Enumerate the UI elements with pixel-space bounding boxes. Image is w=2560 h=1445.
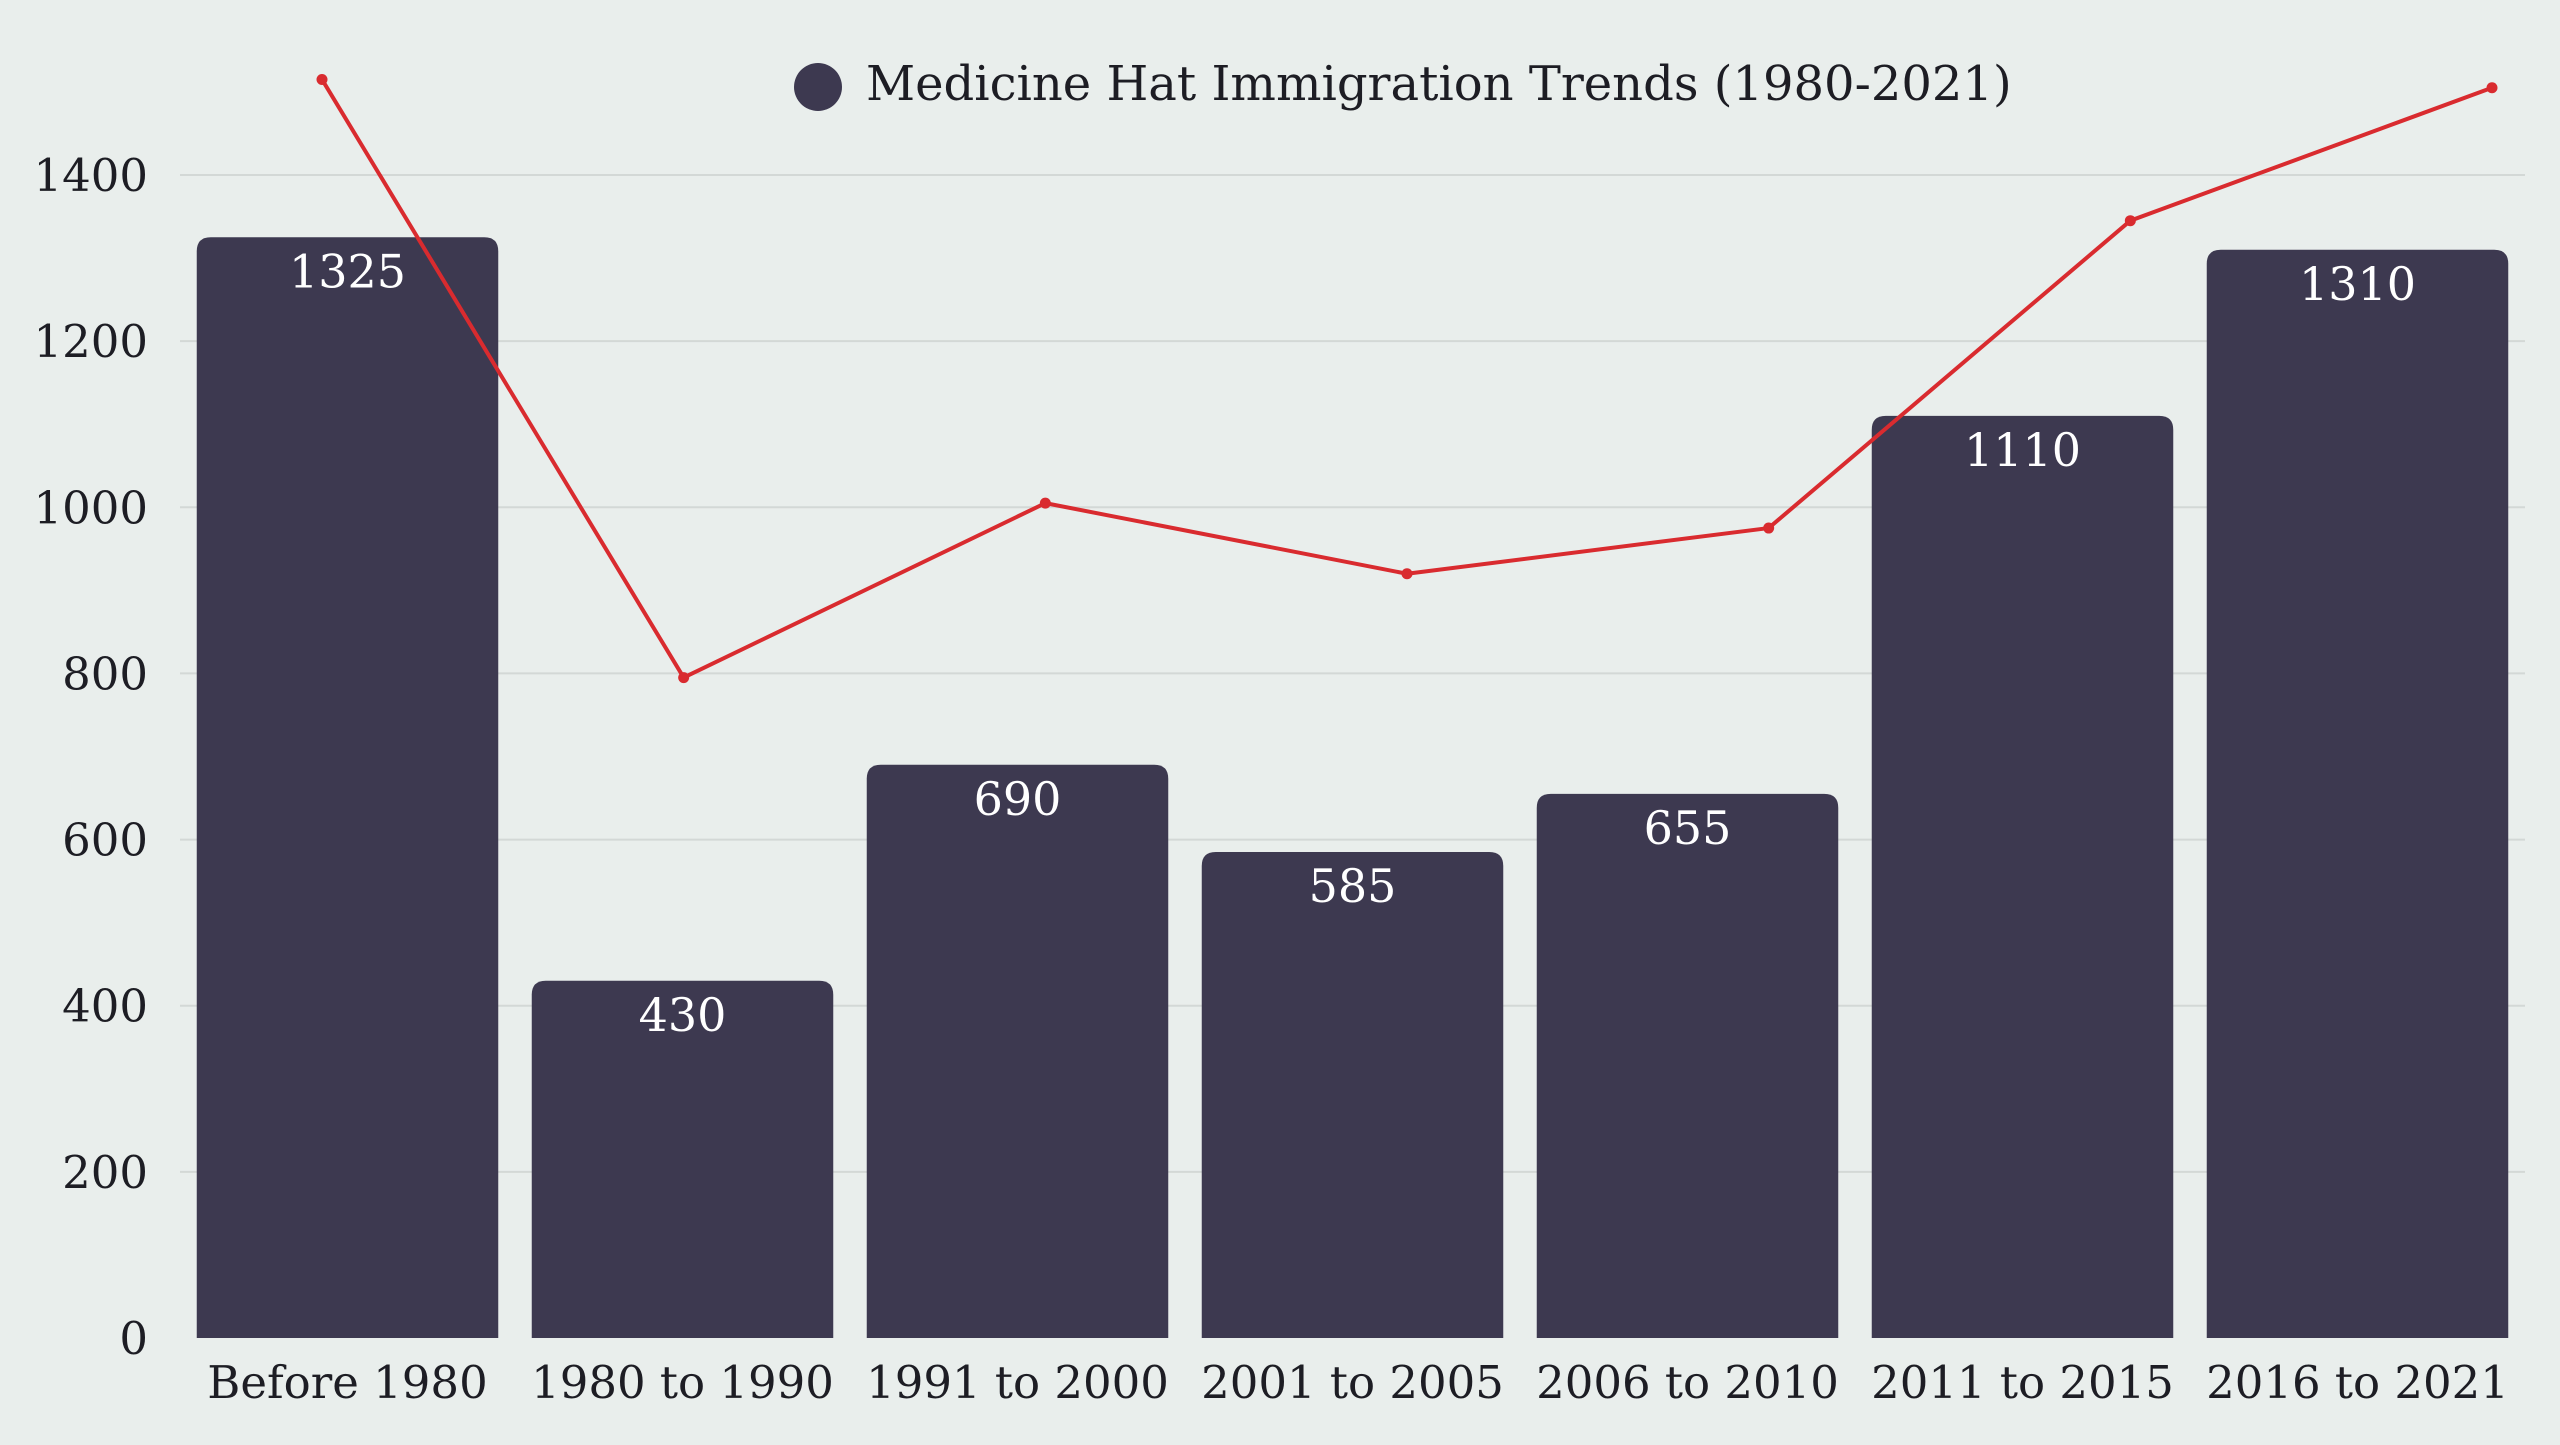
bar-value-label: 585	[1309, 859, 1397, 913]
y-tick-label: 1000	[33, 481, 148, 534]
line-series	[316, 73, 2498, 684]
bar	[531, 980, 834, 1338]
bar	[1536, 793, 1839, 1338]
legend-label-bar-series: Medicine Hat Immigration Trends (1980-20…	[866, 56, 2012, 112]
x-tick-label: 2001 to 2005	[1201, 1356, 1504, 1409]
line-point	[1763, 522, 1775, 534]
legend: Medicine Hat Immigration Trends (1980-20…	[794, 56, 2012, 112]
y-axis-ticks: 0 200 400 600 800 1000 1200 1400	[33, 149, 148, 1365]
x-tick-label: 2011 to 2015	[1871, 1356, 2174, 1409]
line-point	[1401, 568, 1413, 580]
bar	[866, 764, 1169, 1338]
x-tick-label: 1980 to 1990	[531, 1356, 834, 1409]
bar-value-label: 430	[639, 988, 727, 1042]
line-point	[1039, 497, 1051, 509]
x-tick-label: 2016 to 2021	[2206, 1356, 2509, 1409]
bar	[1201, 852, 1504, 1338]
x-tick-label: 1991 to 2000	[866, 1356, 1169, 1409]
bars	[196, 237, 2509, 1339]
bar-value-label: 655	[1644, 801, 1732, 855]
x-tick-label: 2006 to 2010	[1536, 1356, 1839, 1409]
y-tick-label: 1400	[33, 149, 148, 202]
bar-value-labels: 1325 430 690 585 655 1110 1310	[289, 244, 2416, 1041]
bar-value-label: 1110	[1964, 423, 2081, 477]
y-tick-label: 600	[62, 814, 148, 867]
bar-value-label: 690	[974, 772, 1062, 826]
line-point	[316, 73, 328, 85]
x-tick-label: Before 1980	[207, 1356, 487, 1409]
line-point	[2486, 82, 2498, 94]
line-point	[678, 672, 690, 684]
legend-marker-bar-series	[794, 63, 842, 111]
bar	[196, 237, 499, 1338]
bar-value-label: 1310	[2299, 257, 2416, 311]
y-tick-label: 0	[119, 1312, 148, 1365]
bar-value-label: 1325	[289, 244, 406, 298]
y-tick-label: 400	[62, 980, 148, 1033]
bar	[2206, 249, 2509, 1338]
bar	[1871, 415, 2174, 1339]
x-axis-ticks: Before 1980 1980 to 1990 1991 to 2000 2001 …	[207, 1356, 2509, 1409]
y-tick-label: 200	[62, 1146, 148, 1199]
y-tick-label: 1200	[33, 315, 148, 368]
y-tick-label: 800	[62, 647, 148, 700]
line-point	[2124, 215, 2136, 227]
